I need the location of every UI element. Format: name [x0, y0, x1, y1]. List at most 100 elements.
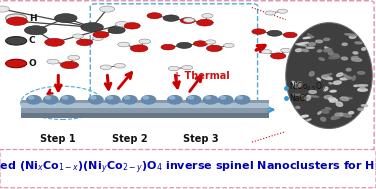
Ellipse shape	[345, 34, 356, 36]
Ellipse shape	[319, 58, 324, 60]
Circle shape	[100, 65, 112, 70]
FancyBboxPatch shape	[21, 102, 269, 108]
Circle shape	[277, 9, 288, 13]
Circle shape	[115, 22, 129, 27]
Ellipse shape	[362, 48, 366, 50]
Circle shape	[118, 42, 130, 47]
Ellipse shape	[29, 96, 34, 99]
Ellipse shape	[302, 115, 308, 117]
Ellipse shape	[318, 112, 321, 114]
Circle shape	[147, 13, 162, 19]
Ellipse shape	[339, 113, 344, 116]
Ellipse shape	[296, 44, 306, 46]
Circle shape	[206, 45, 222, 52]
Circle shape	[252, 29, 265, 34]
Ellipse shape	[308, 34, 313, 38]
Ellipse shape	[353, 52, 358, 54]
Ellipse shape	[293, 84, 300, 87]
Circle shape	[0, 6, 9, 12]
Ellipse shape	[334, 81, 341, 84]
Ellipse shape	[329, 83, 332, 84]
Circle shape	[61, 61, 79, 69]
Ellipse shape	[321, 117, 326, 121]
Ellipse shape	[296, 106, 300, 108]
Ellipse shape	[331, 115, 340, 119]
Text: H: H	[29, 14, 36, 23]
Text: Step 2: Step 2	[112, 134, 147, 144]
Ellipse shape	[298, 42, 308, 44]
Ellipse shape	[328, 51, 333, 55]
Ellipse shape	[329, 56, 340, 59]
Ellipse shape	[305, 96, 311, 100]
Ellipse shape	[108, 96, 113, 99]
Ellipse shape	[89, 96, 103, 104]
Circle shape	[81, 23, 103, 32]
Ellipse shape	[354, 85, 358, 87]
Ellipse shape	[141, 96, 156, 104]
Ellipse shape	[346, 76, 352, 79]
Ellipse shape	[356, 85, 368, 86]
Ellipse shape	[306, 119, 311, 121]
Ellipse shape	[297, 82, 302, 84]
Ellipse shape	[205, 96, 211, 99]
Ellipse shape	[352, 76, 355, 80]
Ellipse shape	[349, 112, 354, 114]
Ellipse shape	[336, 102, 343, 106]
Circle shape	[114, 64, 126, 68]
Ellipse shape	[329, 98, 335, 101]
Circle shape	[182, 65, 193, 70]
Ellipse shape	[337, 73, 343, 77]
Circle shape	[202, 14, 213, 18]
Ellipse shape	[286, 23, 372, 129]
Ellipse shape	[349, 35, 356, 38]
Circle shape	[224, 43, 234, 47]
Ellipse shape	[325, 47, 330, 50]
Ellipse shape	[170, 96, 175, 99]
Ellipse shape	[27, 96, 41, 104]
Ellipse shape	[61, 96, 75, 104]
Circle shape	[284, 32, 297, 38]
Ellipse shape	[143, 96, 149, 99]
Ellipse shape	[62, 96, 68, 99]
Ellipse shape	[352, 58, 362, 61]
Text: NiCo$_{0.5}$O$_y$: NiCo$_{0.5}$O$_y$	[289, 81, 327, 94]
Circle shape	[180, 18, 195, 24]
Circle shape	[271, 53, 286, 59]
Circle shape	[6, 17, 27, 25]
Circle shape	[139, 39, 151, 44]
Circle shape	[68, 55, 80, 60]
Ellipse shape	[325, 108, 331, 110]
FancyBboxPatch shape	[0, 1, 374, 150]
Ellipse shape	[324, 74, 332, 77]
Ellipse shape	[308, 95, 318, 97]
Ellipse shape	[317, 78, 320, 80]
Ellipse shape	[124, 96, 130, 99]
Circle shape	[24, 26, 47, 35]
Ellipse shape	[340, 97, 349, 101]
Circle shape	[261, 50, 271, 54]
Circle shape	[47, 59, 59, 64]
Ellipse shape	[44, 96, 58, 104]
Circle shape	[280, 48, 291, 52]
Ellipse shape	[331, 54, 339, 57]
Ellipse shape	[330, 99, 338, 102]
Circle shape	[163, 15, 179, 21]
Circle shape	[108, 27, 125, 34]
Circle shape	[177, 42, 192, 48]
FancyBboxPatch shape	[0, 149, 376, 188]
Ellipse shape	[359, 88, 364, 91]
Ellipse shape	[330, 90, 336, 92]
Ellipse shape	[352, 57, 358, 59]
Ellipse shape	[340, 78, 347, 80]
Ellipse shape	[296, 49, 302, 52]
Text: O: O	[29, 59, 37, 68]
Ellipse shape	[315, 40, 323, 43]
Ellipse shape	[360, 87, 365, 89]
Ellipse shape	[293, 94, 303, 96]
Ellipse shape	[323, 87, 328, 91]
Circle shape	[6, 14, 27, 22]
Ellipse shape	[303, 37, 313, 39]
Ellipse shape	[321, 110, 329, 113]
Text: NaCl: NaCl	[289, 94, 307, 103]
Ellipse shape	[355, 42, 362, 44]
